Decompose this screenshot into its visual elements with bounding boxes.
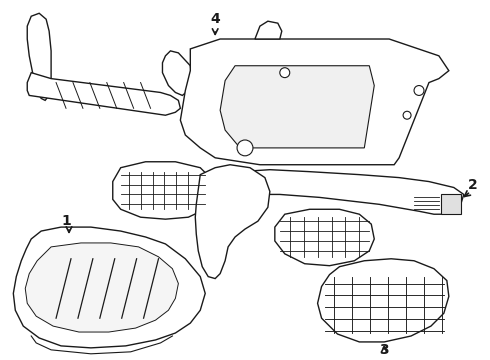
Polygon shape	[275, 209, 374, 266]
Text: 2: 2	[468, 177, 478, 192]
Circle shape	[280, 68, 290, 78]
Text: 3: 3	[379, 343, 389, 357]
Polygon shape	[113, 162, 210, 219]
Polygon shape	[13, 227, 205, 348]
Polygon shape	[318, 259, 449, 342]
Circle shape	[414, 86, 424, 95]
Polygon shape	[27, 13, 51, 100]
Polygon shape	[25, 243, 178, 332]
Polygon shape	[441, 194, 461, 214]
Polygon shape	[180, 39, 449, 165]
Polygon shape	[27, 73, 180, 115]
Circle shape	[403, 111, 411, 119]
Polygon shape	[255, 21, 282, 39]
Circle shape	[237, 140, 253, 156]
Polygon shape	[196, 165, 270, 279]
Polygon shape	[220, 66, 374, 148]
Polygon shape	[208, 170, 464, 214]
Text: 4: 4	[210, 12, 220, 26]
Text: 1: 1	[61, 214, 71, 228]
Polygon shape	[163, 51, 192, 95]
